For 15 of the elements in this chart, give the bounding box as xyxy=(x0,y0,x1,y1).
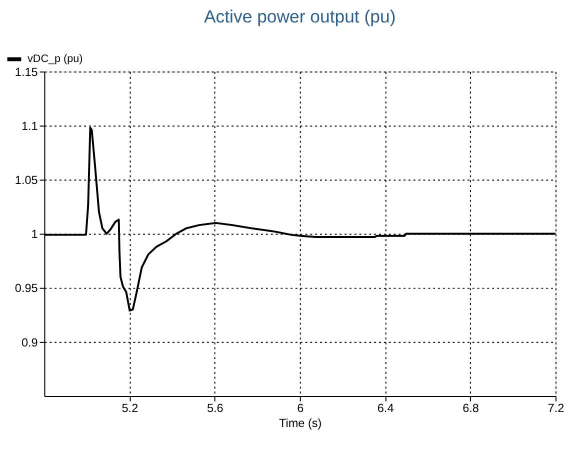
x-tick-label: 5.2 xyxy=(122,402,138,416)
y-tick-label: 1.15 xyxy=(14,66,38,79)
x-tick-label: 6.4 xyxy=(377,402,394,416)
x-tick-label: 6 xyxy=(297,402,304,416)
y-tick-label: 0.9 xyxy=(21,336,38,350)
y-tick-label: 1.1 xyxy=(21,120,38,134)
x-tick-label: 5.6 xyxy=(206,402,224,416)
x-tick-label: 6.8 xyxy=(462,402,480,416)
y-tick-label: 1.05 xyxy=(14,174,38,188)
chart-title: Active power output (pu) xyxy=(204,6,396,26)
x-axis-title: Time (s) xyxy=(278,416,322,430)
y-tick-label: 0.95 xyxy=(14,282,38,296)
x-tick-label: 7.2 xyxy=(548,402,564,416)
y-tick-label: 1 xyxy=(31,228,38,242)
legend-label: vDC_p (pu) xyxy=(28,53,83,66)
